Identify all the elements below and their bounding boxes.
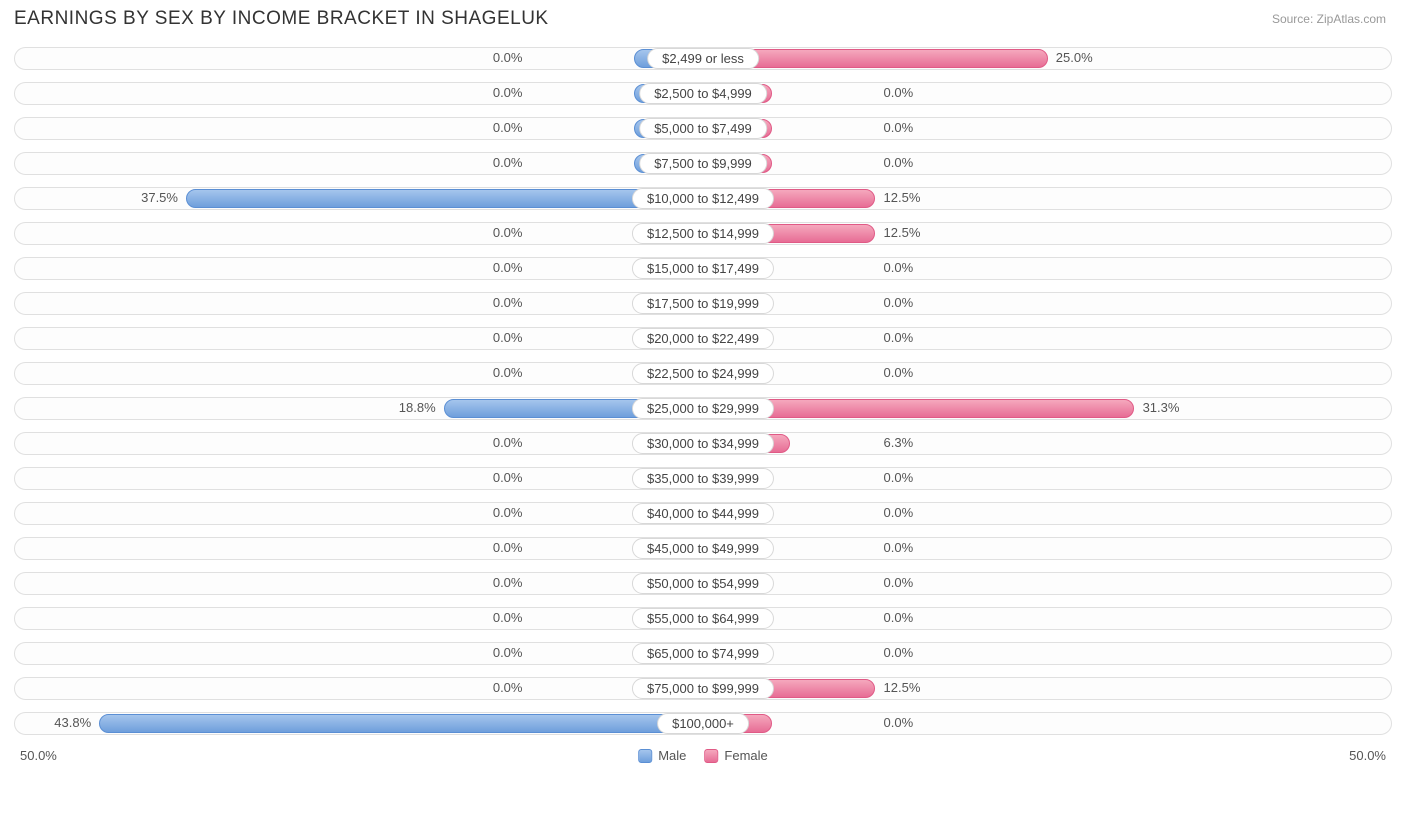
chart-row: 0.0% 0.0% $15,000 to $17,499 [14, 252, 1392, 285]
legend-item-male: Male [638, 748, 686, 763]
value-label-male: 43.8% [54, 715, 91, 730]
category-label: $15,000 to $17,499 [632, 258, 774, 279]
legend-item-female: Female [704, 748, 767, 763]
value-label-female: 0.0% [884, 85, 914, 100]
chart-header: EARNINGS BY SEX BY INCOME BRACKET IN SHA… [0, 0, 1406, 42]
value-label-male: 0.0% [493, 645, 523, 660]
value-label-male: 37.5% [141, 190, 178, 205]
bar-male [99, 714, 703, 733]
category-label: $30,000 to $34,999 [632, 433, 774, 454]
value-label-male: 0.0% [493, 330, 523, 345]
chart-row: 0.0% 6.3% $30,000 to $34,999 [14, 427, 1392, 460]
value-label-male: 0.0% [493, 225, 523, 240]
value-label-male: 0.0% [493, 505, 523, 520]
value-label-male: 0.0% [493, 610, 523, 625]
category-label: $100,000+ [657, 713, 749, 734]
value-label-female: 0.0% [884, 575, 914, 590]
category-label: $17,500 to $19,999 [632, 293, 774, 314]
chart-source: Source: ZipAtlas.com [1272, 12, 1386, 26]
category-label: $7,500 to $9,999 [639, 153, 767, 174]
chart-row: 0.0% 12.5% $12,500 to $14,999 [14, 217, 1392, 250]
value-label-female: 6.3% [884, 435, 914, 450]
chart-row: 18.8% 31.3% $25,000 to $29,999 [14, 392, 1392, 425]
category-label: $55,000 to $64,999 [632, 608, 774, 629]
swatch-female [704, 749, 718, 763]
chart-row: 0.0% 0.0% $20,000 to $22,499 [14, 322, 1392, 355]
value-label-female: 25.0% [1056, 50, 1093, 65]
value-label-male: 0.0% [493, 575, 523, 590]
value-label-female: 0.0% [884, 295, 914, 310]
value-label-female: 0.0% [884, 610, 914, 625]
category-label: $10,000 to $12,499 [632, 188, 774, 209]
value-label-female: 12.5% [884, 225, 921, 240]
value-label-female: 12.5% [884, 190, 921, 205]
category-label: $45,000 to $49,999 [632, 538, 774, 559]
category-label: $20,000 to $22,499 [632, 328, 774, 349]
chart-row: 0.0% 0.0% $65,000 to $74,999 [14, 637, 1392, 670]
chart-area: 0.0% 25.0% $2,499 or less 0.0% 0.0% $2,500 to… [0, 42, 1406, 740]
value-label-female: 0.0% [884, 505, 914, 520]
value-label-female: 12.5% [884, 680, 921, 695]
category-label: $75,000 to $99,999 [632, 678, 774, 699]
category-label: $22,500 to $24,999 [632, 363, 774, 384]
value-label-male: 0.0% [493, 365, 523, 380]
category-label: $5,000 to $7,499 [639, 118, 767, 139]
value-label-male: 18.8% [399, 400, 436, 415]
chart-footer: 50.0% Male Female 50.0% [0, 742, 1406, 763]
axis-left-label: 50.0% [20, 748, 57, 763]
value-label-female: 0.0% [884, 120, 914, 135]
value-label-female: 0.0% [884, 645, 914, 660]
legend-male-label: Male [658, 748, 686, 763]
value-label-female: 0.0% [884, 260, 914, 275]
value-label-female: 0.0% [884, 330, 914, 345]
chart-row: 0.0% 0.0% $50,000 to $54,999 [14, 567, 1392, 600]
category-label: $50,000 to $54,999 [632, 573, 774, 594]
value-label-female: 0.0% [884, 540, 914, 555]
value-label-female: 0.0% [884, 470, 914, 485]
chart-row: 0.0% 12.5% $75,000 to $99,999 [14, 672, 1392, 705]
value-label-male: 0.0% [493, 295, 523, 310]
chart-row: 0.0% 0.0% $7,500 to $9,999 [14, 147, 1392, 180]
value-label-male: 0.0% [493, 85, 523, 100]
chart-row: 37.5% 12.5% $10,000 to $12,499 [14, 182, 1392, 215]
value-label-male: 0.0% [493, 155, 523, 170]
chart-row: 0.0% 0.0% $35,000 to $39,999 [14, 462, 1392, 495]
chart-row: 0.0% 0.0% $45,000 to $49,999 [14, 532, 1392, 565]
category-label: $40,000 to $44,999 [632, 503, 774, 524]
value-label-male: 0.0% [493, 50, 523, 65]
bar-male [186, 189, 703, 208]
category-label: $25,000 to $29,999 [632, 398, 774, 419]
chart-row: 0.0% 0.0% $5,000 to $7,499 [14, 112, 1392, 145]
value-label-female: 0.0% [884, 715, 914, 730]
category-label: $65,000 to $74,999 [632, 643, 774, 664]
value-label-female: 31.3% [1143, 400, 1180, 415]
category-label: $35,000 to $39,999 [632, 468, 774, 489]
value-label-male: 0.0% [493, 540, 523, 555]
legend-female-label: Female [724, 748, 767, 763]
chart-row: 0.0% 0.0% $55,000 to $64,999 [14, 602, 1392, 635]
category-label: $12,500 to $14,999 [632, 223, 774, 244]
value-label-male: 0.0% [493, 435, 523, 450]
chart-row: 0.0% 0.0% $17,500 to $19,999 [14, 287, 1392, 320]
value-label-male: 0.0% [493, 120, 523, 135]
category-label: $2,499 or less [647, 48, 759, 69]
chart-title: EARNINGS BY SEX BY INCOME BRACKET IN SHA… [14, 8, 549, 30]
category-label: $2,500 to $4,999 [639, 83, 767, 104]
value-label-male: 0.0% [493, 260, 523, 275]
value-label-male: 0.0% [493, 680, 523, 695]
chart-row: 0.0% 0.0% $2,500 to $4,999 [14, 77, 1392, 110]
value-label-female: 0.0% [884, 155, 914, 170]
axis-right-label: 50.0% [1349, 748, 1386, 763]
chart-row: 0.0% 0.0% $22,500 to $24,999 [14, 357, 1392, 390]
legend: Male Female [638, 748, 768, 763]
value-label-male: 0.0% [493, 470, 523, 485]
chart-row: 0.0% 0.0% $40,000 to $44,999 [14, 497, 1392, 530]
chart-row: 0.0% 25.0% $2,499 or less [14, 42, 1392, 75]
value-label-female: 0.0% [884, 365, 914, 380]
swatch-male [638, 749, 652, 763]
chart-row: 43.8% 0.0% $100,000+ [14, 707, 1392, 740]
